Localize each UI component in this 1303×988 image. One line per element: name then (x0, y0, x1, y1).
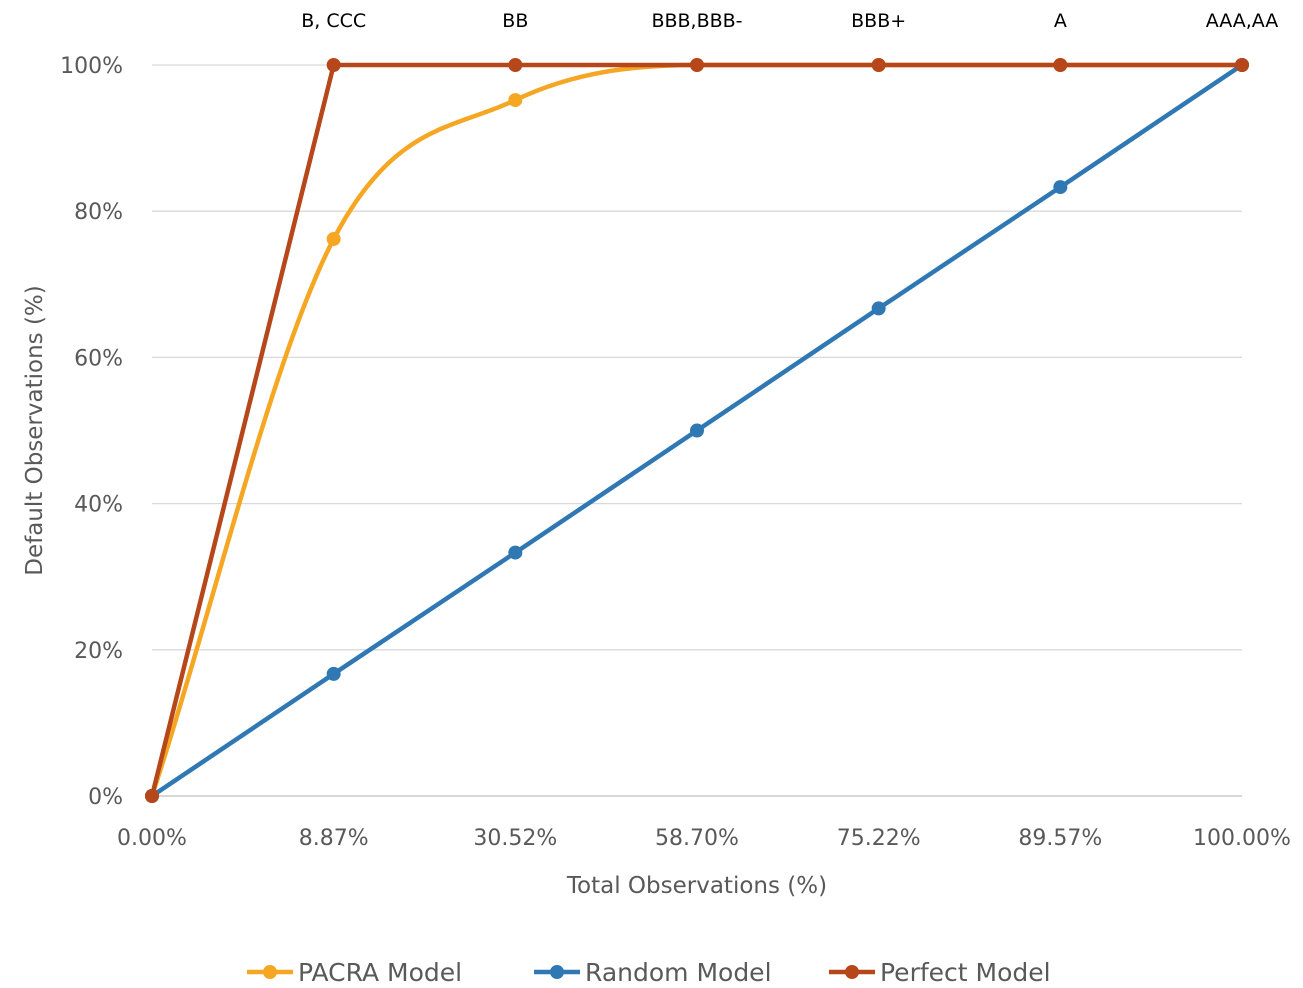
x-tick-label: 30.52% (473, 826, 557, 851)
y-tick-label: 100% (60, 54, 123, 79)
legend-label: Random Model (585, 958, 772, 987)
legend-item: Random Model (534, 958, 772, 987)
x-tick-label: 100.00% (1193, 826, 1291, 851)
y-tick-label: 80% (74, 200, 123, 225)
series-random-model (145, 58, 1249, 803)
x-axis-title: Total Observations (%) (566, 873, 827, 899)
x-tick-label: 89.57% (1018, 826, 1102, 851)
legend-item: Perfect Model (829, 958, 1051, 987)
rating-label: BB (502, 10, 528, 32)
data-point (145, 789, 159, 803)
x-tick-label: 75.22% (837, 826, 921, 851)
legend-label: Perfect Model (880, 958, 1051, 987)
data-point (871, 301, 886, 316)
x-tick-labels: 0.00% 8.87% 30.52% 58.70% 75.22% 89.57% 100.00… (117, 826, 1291, 851)
x-tick-label: 0.00% (117, 826, 187, 851)
legend-swatch-marker (263, 965, 277, 979)
data-point (1053, 58, 1068, 72)
data-point (326, 58, 341, 72)
rating-label: BBB+ (851, 10, 906, 32)
data-point (690, 58, 704, 72)
y-tick-label: 40% (74, 493, 123, 518)
y-tick-label: 60% (74, 346, 123, 371)
rating-label: BBB,BBB- (651, 10, 742, 32)
rating-labels: B, CCC BB BBB,BBB- BBB+ A AAA,AA (301, 10, 1278, 32)
y-axis-title: Default Observations (%) (22, 285, 48, 576)
rating-label: A (1054, 10, 1067, 32)
x-tick-label: 8.87% (299, 826, 369, 851)
data-point (326, 666, 341, 681)
x-tick-label: 58.70% (655, 826, 739, 851)
data-point (690, 423, 704, 438)
y-tick-labels: 0% 20% 40% 60% 80% 100% (60, 54, 123, 810)
data-point (1053, 180, 1068, 195)
data-point (508, 545, 523, 560)
legend-swatch-marker (845, 965, 859, 979)
rating-label: B, CCC (301, 10, 366, 32)
data-point (508, 58, 523, 72)
data-point (871, 58, 886, 72)
rating-label: AAA,AA (1206, 10, 1279, 32)
legend-label: PACRA Model (298, 958, 462, 987)
legend-swatch-marker (550, 965, 564, 979)
y-tick-label: 0% (88, 785, 123, 810)
y-tick-label: 20% (74, 639, 123, 664)
series-perfect-model (145, 58, 1249, 803)
series-layer (145, 58, 1249, 803)
data-point (326, 231, 341, 246)
data-point (508, 93, 523, 108)
legend-item: PACRA Model (247, 958, 462, 987)
data-point (1235, 58, 1249, 72)
legend: PACRA Model Random Model Perfect Model (247, 958, 1051, 987)
